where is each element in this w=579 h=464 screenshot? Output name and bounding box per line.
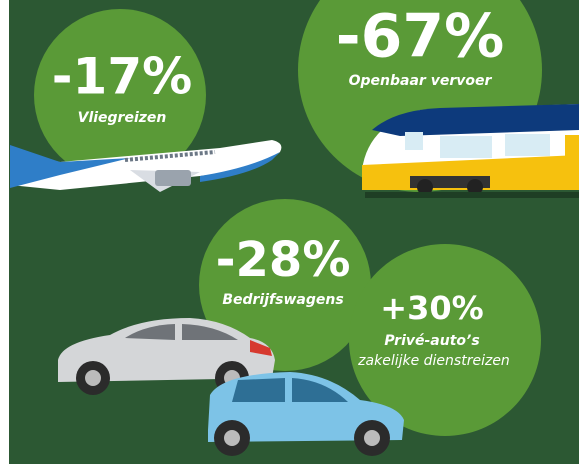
edge-strip xyxy=(0,0,9,464)
infographic: -17% Vliegreizen -67% Openbaar vervoer -… xyxy=(0,0,579,464)
category-label: Vliegreizen xyxy=(78,110,167,126)
category-label: Privé-auto’s xyxy=(384,333,479,349)
percentage: +30% xyxy=(380,289,483,327)
category-sublabel: zakelijke dienstreizen xyxy=(357,353,510,369)
percentage: -67% xyxy=(336,2,505,72)
category-label: Bedrijfswagens xyxy=(222,292,343,308)
percentage: -17% xyxy=(52,48,192,106)
percentage: -28% xyxy=(216,232,351,288)
category-label: Openbaar vervoer xyxy=(349,73,493,89)
train xyxy=(362,104,579,198)
